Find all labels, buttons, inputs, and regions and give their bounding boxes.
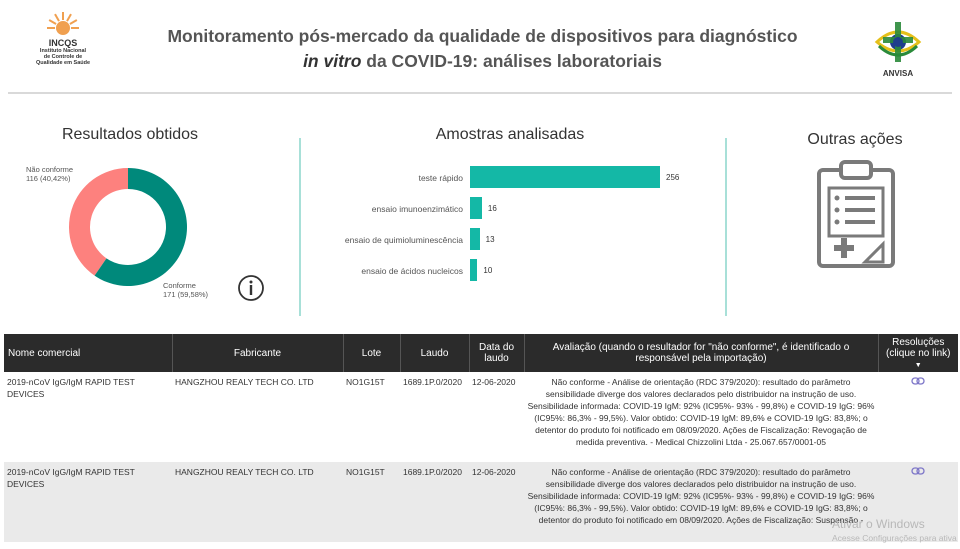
donut-label-conforme-name: Conforme bbox=[163, 281, 196, 290]
cell-laudo: 1689.1P.0/2020 bbox=[400, 372, 469, 462]
cell-nome: 2019-nCoV IgG/IgM RAPID TEST DEVICES bbox=[4, 462, 172, 542]
col-header-resolucoes[interactable]: Resoluções (clique no link) ▼ bbox=[878, 334, 958, 372]
cell-data: 12-06-2020 bbox=[469, 372, 524, 462]
page-title-rest: da COVID-19: análises laboratoriais bbox=[361, 51, 662, 71]
table-header-row: Nome comercial Fabricante Lote Laudo Dat… bbox=[4, 334, 958, 372]
table-row: 2019-nCoV IgG/IgM RAPID TEST DEVICES HAN… bbox=[4, 372, 958, 462]
bar-value-label: 10 bbox=[483, 266, 493, 275]
cell-lote: NO1G15T bbox=[343, 462, 400, 542]
anvisa-name: ANVISA bbox=[882, 69, 914, 78]
anvisa-logo: ANVISA bbox=[868, 20, 928, 82]
panel-divider-1 bbox=[299, 138, 301, 316]
page-title-line2: in vitro da COVID-19: análises laborator… bbox=[120, 49, 845, 74]
outras-title: Outras ações bbox=[807, 131, 903, 148]
resultados-title: Resultados obtidos bbox=[61, 126, 199, 143]
bar-chart: teste rápido 256 ensaio imunoenzimático 16 e… bbox=[320, 160, 720, 290]
cell-fabricante: HANGZHOU REALY TECH CO. LTD bbox=[172, 462, 343, 542]
cell-avaliacao: Não conforme - Análise de orientação (RD… bbox=[524, 372, 878, 462]
header: INCQS Instituto Nacional de Controle de … bbox=[0, 0, 960, 90]
page-title-em: in vitro bbox=[303, 51, 362, 71]
col-header-data[interactable]: Data do laudo bbox=[469, 334, 525, 372]
donut-label-nao-conforme-value: 116 (40,42%) bbox=[26, 174, 71, 183]
donut-label-conforme-value: 171 (59,58%) bbox=[163, 290, 209, 299]
incqs-sub-3: Qualidade em Saúde bbox=[35, 60, 91, 66]
bar-value-label: 13 bbox=[485, 235, 495, 244]
cell-resolucoes bbox=[878, 462, 958, 542]
header-divider bbox=[8, 92, 952, 94]
sort-down-icon: ▼ bbox=[914, 361, 922, 369]
bar-value-label: 256 bbox=[666, 173, 680, 182]
col-header-nome[interactable]: Nome comercial bbox=[4, 334, 173, 372]
col-header-lote[interactable]: Lote bbox=[343, 334, 401, 372]
amostras-title: Amostras analisadas bbox=[435, 126, 585, 143]
donut-chart: Não conforme 116 (40,42%) Conforme 171 (… bbox=[20, 155, 250, 305]
donut-slice-conforme[interactable] bbox=[94, 168, 187, 286]
bar-category-label: ensaio imunoenzimático bbox=[371, 204, 463, 214]
col-header-resolucoes-label: Resoluções (clique no link) bbox=[886, 336, 951, 359]
clipboard-icon[interactable] bbox=[815, 158, 897, 270]
link-icon[interactable] bbox=[911, 467, 925, 475]
cell-data: 12-06-2020 bbox=[469, 462, 524, 542]
incqs-sub-2: de Controle de bbox=[43, 54, 83, 60]
bar-category-label: ensaio de quimioluminescência bbox=[344, 235, 463, 245]
donut-label-nao-conforme-name: Não conforme bbox=[26, 165, 74, 174]
sun-icon bbox=[47, 12, 79, 35]
col-header-fabricante[interactable]: Fabricante bbox=[172, 334, 344, 372]
bar[interactable] bbox=[470, 259, 478, 281]
incqs-sub-1: Instituto Nacional bbox=[39, 48, 87, 54]
cell-resolucoes bbox=[878, 372, 958, 462]
incqs-logo: INCQS Instituto Nacional de Controle de … bbox=[28, 10, 98, 80]
donut-label-conforme: Conforme 171 (59,58%) bbox=[163, 281, 208, 299]
col-header-avaliacao[interactable]: Avaliação (quando o resultador for "não … bbox=[524, 334, 879, 372]
link-icon[interactable] bbox=[911, 377, 925, 385]
table-row: 2019-nCoV IgG/IgM RAPID TEST DEVICES HAN… bbox=[4, 462, 958, 542]
donut-svg bbox=[68, 168, 187, 286]
windows-watermark-sub: Acesse Configurações para ativa bbox=[832, 533, 957, 543]
page-title-line1: Monitoramento pós-mercado da qualidade d… bbox=[167, 26, 798, 46]
bar-category-label: teste rápido bbox=[418, 173, 463, 183]
cell-fabricante: HANGZHOU REALY TECH CO. LTD bbox=[172, 372, 343, 462]
incqs-name: INCQS bbox=[48, 38, 78, 48]
info-icon[interactable] bbox=[237, 274, 265, 302]
donut-label-nao-conforme: Não conforme 116 (40,42%) bbox=[26, 165, 73, 183]
cell-lote: NO1G15T bbox=[343, 372, 400, 462]
page-title: Monitoramento pós-mercado da qualidade d… bbox=[120, 24, 845, 74]
bar[interactable] bbox=[470, 166, 660, 188]
bar[interactable] bbox=[470, 228, 480, 250]
cell-avaliacao: Não conforme - Análise de orientação (RD… bbox=[524, 462, 878, 542]
bar-value-label: 16 bbox=[487, 204, 497, 213]
results-table: Nome comercial Fabricante Lote Laudo Dat… bbox=[4, 334, 958, 542]
windows-watermark: Ativar o Windows bbox=[832, 517, 925, 531]
cell-laudo: 1689.1P.0/2020 bbox=[400, 462, 469, 542]
anvisa-emblem-icon bbox=[874, 22, 922, 62]
panel-divider-2 bbox=[725, 138, 727, 316]
col-header-laudo[interactable]: Laudo bbox=[400, 334, 470, 372]
bar[interactable] bbox=[470, 197, 482, 219]
bar-category-label: ensaio de ácidos nucleicos bbox=[361, 266, 463, 276]
donut-slice-nao-conforme[interactable] bbox=[68, 168, 128, 276]
cell-nome: 2019-nCoV IgG/IgM RAPID TEST DEVICES bbox=[4, 372, 172, 462]
